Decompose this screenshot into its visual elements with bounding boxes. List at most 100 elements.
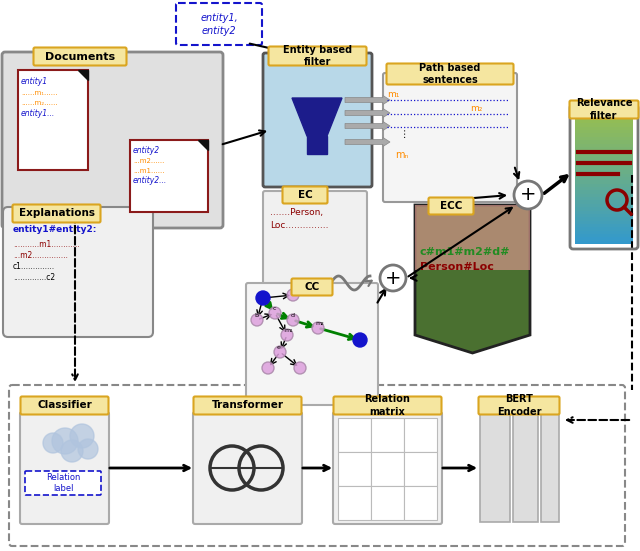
FancyBboxPatch shape [13,204,100,223]
FancyBboxPatch shape [2,52,223,228]
FancyBboxPatch shape [9,385,625,546]
Text: Documents: Documents [45,51,115,62]
Text: e: e [277,345,281,350]
Bar [18,70,88,170]
Polygon shape [78,70,88,80]
Text: BERT
Encoder: BERT Encoder [497,395,541,417]
Bar [575,177,633,181]
Bar [404,418,437,452]
Polygon shape [292,98,342,136]
Circle shape [294,362,306,374]
Bar [575,183,633,187]
Bar [371,452,404,486]
Text: ECC: ECC [440,201,462,211]
Bar [575,130,633,134]
Bar [480,414,510,522]
Circle shape [514,181,542,209]
Bar [70,118,140,218]
Polygon shape [117,106,127,116]
Circle shape [61,440,83,462]
FancyBboxPatch shape [193,397,301,414]
Bar [575,214,633,218]
Bar [575,191,633,195]
Text: CC: CC [305,282,319,292]
Bar [575,210,633,214]
Circle shape [262,362,274,374]
Circle shape [353,333,367,347]
Bar [575,227,633,231]
Polygon shape [130,118,140,128]
Text: ...m2...............: ...m2............... [13,251,68,260]
Text: mₙ: mₙ [395,150,408,160]
Circle shape [78,439,98,459]
Text: EC: EC [298,190,312,200]
Text: a: a [291,288,295,293]
FancyBboxPatch shape [429,197,474,214]
Bar [44,94,114,194]
Bar [575,197,633,201]
Bar [513,414,538,522]
Bar [575,110,633,114]
Text: Relevance
filter: Relevance filter [576,98,632,121]
Text: +: + [520,186,536,204]
Bar [575,241,633,245]
Circle shape [380,265,406,291]
Text: m₂: m₂ [315,321,324,326]
Circle shape [287,314,299,326]
Bar [57,106,127,206]
Text: c: c [273,306,276,311]
Text: c1..............: c1.............. [13,262,55,271]
Bar [575,201,633,204]
Bar [575,224,633,228]
Text: entity2...: entity2... [133,176,167,185]
Bar [575,114,633,117]
Bar [541,414,559,522]
Bar [575,150,633,154]
FancyBboxPatch shape [33,47,127,66]
Text: m₁: m₁ [284,328,292,333]
Bar [371,486,404,520]
Bar [575,127,633,131]
Bar [575,234,633,238]
FancyBboxPatch shape [282,186,328,203]
Text: ...........m1............: ...........m1............ [13,240,80,249]
Text: b: b [254,313,258,318]
Bar [130,140,208,212]
Text: ..............c2: ..............c2 [13,273,55,282]
Bar [575,164,633,168]
Bar [575,123,633,127]
FancyBboxPatch shape [20,412,109,524]
Text: entity2: entity2 [202,26,236,36]
Text: entity1: entity1 [21,77,48,86]
Text: m₁: m₁ [387,90,399,99]
FancyBboxPatch shape [333,412,442,524]
Polygon shape [415,205,530,270]
Text: m₂: m₂ [470,104,483,113]
Bar [338,418,371,452]
FancyBboxPatch shape [570,100,639,118]
FancyArrow shape [345,95,390,105]
Text: ...m1......: ...m1...... [133,168,164,174]
Text: Transformer: Transformer [211,401,284,410]
Text: ......m₂......: ......m₂...... [21,100,58,106]
FancyBboxPatch shape [25,471,101,495]
Polygon shape [415,205,530,353]
FancyBboxPatch shape [291,278,333,295]
FancyArrow shape [345,122,390,131]
Polygon shape [198,140,208,150]
FancyBboxPatch shape [383,73,517,202]
FancyBboxPatch shape [263,191,367,285]
FancyBboxPatch shape [193,412,302,524]
FancyBboxPatch shape [479,397,559,414]
Text: c#m1#m2#d#: c#m1#m2#d# [420,247,511,257]
Text: Loc...............: Loc............... [270,221,328,230]
Bar [575,133,633,137]
FancyBboxPatch shape [387,63,513,84]
Text: entity1...: entity1... [21,109,55,118]
Text: entity1,: entity1, [200,13,238,23]
FancyBboxPatch shape [20,397,109,414]
FancyBboxPatch shape [333,397,442,414]
Bar [575,187,633,191]
Bar [575,174,633,177]
Bar [575,220,633,224]
